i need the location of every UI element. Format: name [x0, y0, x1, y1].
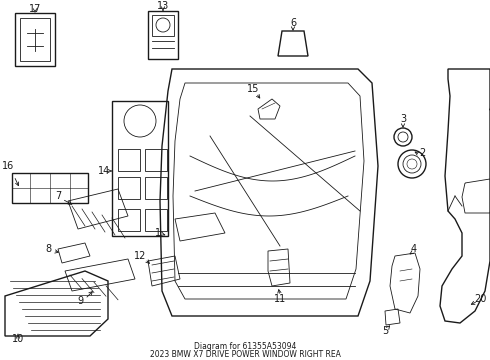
Text: 2023 BMW X7 DRIVE POWER WINDOW RIGHT REA: 2023 BMW X7 DRIVE POWER WINDOW RIGHT REA [149, 350, 341, 359]
Text: 12: 12 [134, 251, 146, 261]
Text: 3: 3 [400, 114, 406, 124]
Text: 9: 9 [77, 296, 83, 306]
Text: 6: 6 [290, 18, 296, 28]
Text: 16: 16 [2, 161, 14, 171]
Text: 10: 10 [12, 334, 24, 344]
Text: 8: 8 [45, 244, 51, 254]
Text: 15: 15 [247, 84, 259, 94]
Text: 11: 11 [274, 294, 286, 304]
Text: 20: 20 [474, 294, 486, 304]
Text: 7: 7 [55, 191, 61, 201]
Text: 14: 14 [98, 166, 110, 176]
Text: 13: 13 [157, 1, 169, 11]
Text: 17: 17 [29, 4, 41, 14]
Text: Diagram for 61355A53094: Diagram for 61355A53094 [194, 342, 296, 351]
Text: 5: 5 [382, 326, 388, 336]
Text: 2: 2 [419, 148, 425, 158]
Text: 1: 1 [155, 228, 161, 238]
Text: 4: 4 [411, 244, 417, 254]
